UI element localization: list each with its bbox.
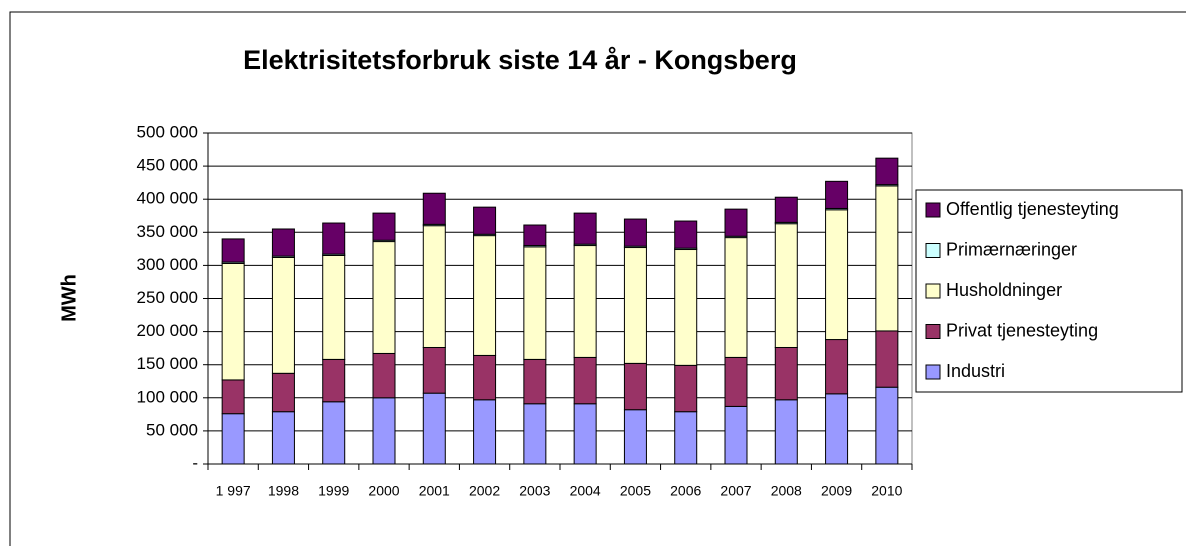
bar-segment [875,386,899,465]
x-tick-label: 1998 [268,483,299,499]
y-tick-label: 450 000 [137,156,198,175]
bar-segment [422,346,446,394]
bar-segment [372,241,396,354]
bar-segment [774,399,798,465]
y-tick-label: 50 000 [146,420,198,439]
x-tick-label: 2009 [821,483,852,499]
bar-segment [473,399,497,465]
bar-segment [422,225,446,348]
bar-segment [573,403,597,465]
bar-segment [322,222,346,255]
bar-segment [372,397,396,465]
legend-label: Offentlig tjenesteyting [946,199,1119,219]
bar-segment [322,254,346,360]
bar-segment [372,212,396,241]
bar-segment [372,352,396,399]
bar-segment [875,185,899,332]
bar-segment [573,245,597,358]
bar-segment [724,237,748,358]
y-tick-label: 100 000 [137,387,198,406]
x-tick-label: 2007 [720,483,751,499]
legend-label: Privat tjenesteyting [946,320,1098,340]
bar-segment [875,330,899,388]
x-tick-label: 2004 [570,483,601,499]
bar-segment [473,235,497,356]
y-tick-label: 350 000 [137,222,198,241]
bar-segment [825,339,849,395]
bar-segment [674,220,698,249]
y-tick-label: 400 000 [137,189,198,208]
x-tick-label: 2006 [670,483,701,499]
bar-segment [523,358,547,405]
y-tick-label: 200 000 [137,321,198,340]
bar-segment [271,372,295,413]
bar-segment [724,356,748,407]
bar-segment [774,346,798,401]
y-axis-label: MWh [58,274,80,322]
bar-segment [875,157,899,186]
x-tick-label: 2002 [469,483,500,499]
x-tick-label: 1 997 [216,483,251,499]
legend-box [915,189,1183,393]
bar-segment [221,262,245,381]
bar-segment [573,212,597,245]
legend-swatch [925,324,941,339]
x-tick-label: 2001 [419,483,450,499]
y-tick-label: 500 000 [137,122,198,141]
bar-segment [523,403,547,465]
bar-segment [221,379,245,415]
bar-segment [523,224,547,247]
bar-segment [221,413,245,465]
bar-segment [724,208,748,237]
bar-segment [271,228,295,257]
bar-segment [422,192,446,225]
bar-segment [473,354,497,401]
chart-title: Elektrisitetsforbruk siste 14 år - Kongs… [243,45,797,75]
legend-label: Industri [946,361,1005,381]
legend-label: Husholdninger [946,280,1062,300]
bar-segment [473,206,497,235]
bar-segment [623,218,647,247]
bar-segment [623,362,647,411]
bar-segment [825,209,849,341]
y-tick-label: 250 000 [137,288,198,307]
y-tick-label: - [192,453,198,472]
legend-swatch [925,364,941,380]
bar-segment [623,247,647,364]
bar-segment [523,246,547,360]
bar-segment [221,238,245,263]
bar-segment [674,411,698,465]
legend-swatch [925,243,941,258]
bar-segment [271,256,295,374]
bar-segment [774,223,798,348]
y-tick-label: 300 000 [137,255,198,274]
bar-segment [774,196,798,223]
bar-segment [322,358,346,403]
x-tick-label: 2003 [519,483,550,499]
bar-segment [271,411,295,465]
x-tick-label: 1999 [318,483,349,499]
bar-segment [322,401,346,465]
x-tick-label: 2008 [771,483,802,499]
bar-segment [422,392,446,465]
legend-label: Primærnæringer [946,239,1077,259]
x-tick-label: 2005 [620,483,651,499]
bar-segment [724,405,748,465]
bar-segment [573,356,597,405]
bar-segment [825,180,849,209]
bar-segment [674,364,698,413]
bar-segment [623,409,647,465]
legend-swatch [925,202,941,218]
y-tick-label: 150 000 [137,354,198,373]
x-tick-label: 2010 [871,483,902,499]
x-tick-label: 2000 [368,483,399,499]
legend-swatch [925,283,941,299]
bar-segment [674,249,698,366]
bar-segment [825,393,849,465]
